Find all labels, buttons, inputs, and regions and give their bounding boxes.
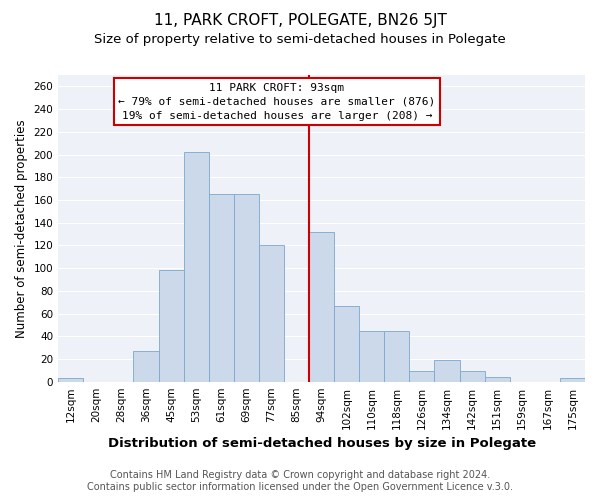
- Y-axis label: Number of semi-detached properties: Number of semi-detached properties: [15, 119, 28, 338]
- X-axis label: Distribution of semi-detached houses by size in Polegate: Distribution of semi-detached houses by …: [107, 437, 536, 450]
- Bar: [309, 232, 334, 382]
- Bar: [434, 360, 460, 382]
- Bar: [385, 330, 409, 382]
- Bar: [259, 246, 284, 382]
- Bar: [359, 330, 385, 382]
- Bar: [158, 270, 184, 382]
- Text: 11, PARK CROFT, POLEGATE, BN26 5JT: 11, PARK CROFT, POLEGATE, BN26 5JT: [154, 12, 446, 28]
- Bar: [560, 378, 585, 382]
- Bar: [485, 377, 510, 382]
- Bar: [133, 351, 158, 382]
- Text: Contains HM Land Registry data © Crown copyright and database right 2024.: Contains HM Land Registry data © Crown c…: [110, 470, 490, 480]
- Bar: [209, 194, 234, 382]
- Bar: [334, 306, 359, 382]
- Bar: [460, 372, 485, 382]
- Bar: [58, 378, 83, 382]
- Text: 11 PARK CROFT: 93sqm
← 79% of semi-detached houses are smaller (876)
19% of semi: 11 PARK CROFT: 93sqm ← 79% of semi-detac…: [118, 82, 436, 120]
- Bar: [409, 372, 434, 382]
- Text: Size of property relative to semi-detached houses in Polegate: Size of property relative to semi-detach…: [94, 32, 506, 46]
- Bar: [184, 152, 209, 382]
- Bar: [234, 194, 259, 382]
- Text: Contains public sector information licensed under the Open Government Licence v.: Contains public sector information licen…: [87, 482, 513, 492]
